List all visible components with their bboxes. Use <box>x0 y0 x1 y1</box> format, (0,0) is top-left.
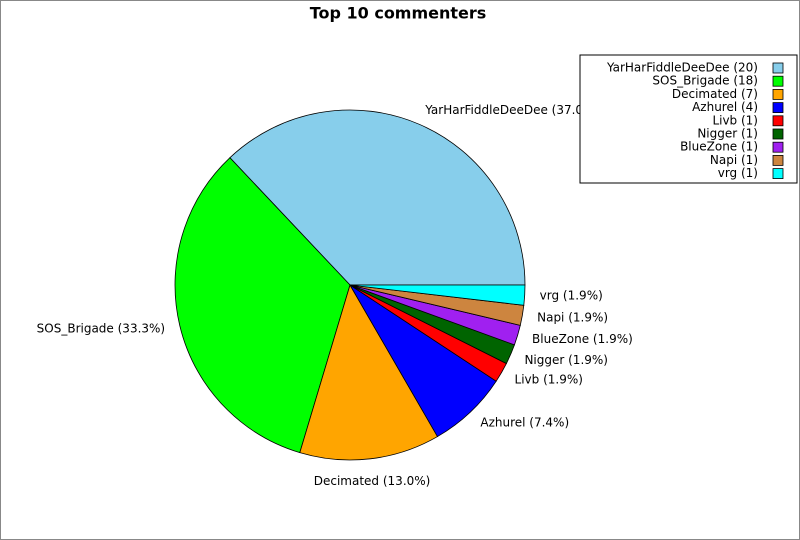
legend-label: YarHarFiddleDeeDee (20) <box>606 61 758 75</box>
legend-label: vrg (1) <box>718 166 758 180</box>
slice-label: YarHarFiddleDeeDee (37.0%) <box>424 103 599 117</box>
legend-label: Livb (1) <box>712 113 758 127</box>
legend-swatch <box>772 154 784 166</box>
slice-label: Decimated (13.0%) <box>314 474 431 488</box>
slice-label: vrg (1.9%) <box>540 289 603 303</box>
slice-label: Nigger (1.9%) <box>524 353 608 367</box>
legend-swatch <box>772 102 784 113</box>
legend-swatch <box>772 75 784 87</box>
pie-slice <box>349 284 526 306</box>
slice-label: Napi (1.9%) <box>537 310 608 324</box>
legend-box <box>579 54 798 184</box>
slice-label: SOS_Brigade (33.3%) <box>37 321 165 335</box>
legend-swatch <box>772 141 784 153</box>
legend-swatch <box>772 62 784 74</box>
slice-label: BlueZone (1.9%) <box>532 332 633 346</box>
slice-label: Azhurel (7.4%) <box>480 416 569 430</box>
legend-label: Azhurel (4) <box>692 100 758 114</box>
legend-swatch <box>772 128 784 140</box>
legend-label: Decimated (7) <box>672 87 758 101</box>
legend-label: BlueZone (1) <box>680 140 758 154</box>
chart-title: Top 10 commenters <box>310 4 487 23</box>
legend-label: SOS_Brigade (18) <box>652 74 758 88</box>
legend-label: Napi (1) <box>710 153 758 167</box>
pie-slice <box>174 157 351 454</box>
pie-slice <box>229 109 526 286</box>
legend-swatch <box>772 115 784 127</box>
pie-slice <box>299 283 439 461</box>
legend-swatch <box>772 168 784 180</box>
legend-label: Nigger (1) <box>697 127 758 141</box>
legend-swatch <box>772 89 784 100</box>
slice-label: Livb (1.9%) <box>515 373 583 387</box>
